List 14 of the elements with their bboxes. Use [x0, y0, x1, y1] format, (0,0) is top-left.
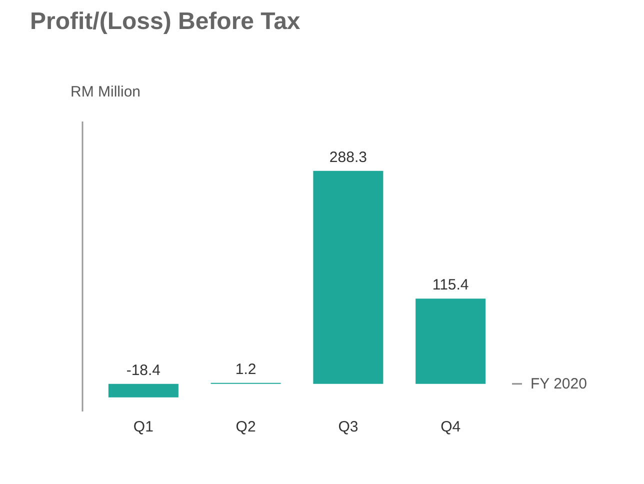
data-label: 115.4: [432, 276, 469, 294]
data-label: -18.4: [126, 362, 161, 379]
data-label: 288.3: [329, 148, 367, 166]
x-tick-label: Q2: [236, 418, 256, 436]
x-tick-label: Q3: [338, 418, 358, 436]
x-tick-label: Q1: [133, 418, 154, 436]
data-label: 1.2: [235, 360, 256, 378]
y-axis-title: RM Million: [70, 84, 141, 100]
x-tick-label: Q4: [440, 418, 461, 436]
bar: [313, 170, 384, 384]
bar: [108, 384, 178, 398]
chart-title: Profit/(Loss) Before Tax: [30, 8, 301, 35]
x-axis-title: FY 2020: [530, 375, 587, 392]
bar: [416, 298, 486, 384]
